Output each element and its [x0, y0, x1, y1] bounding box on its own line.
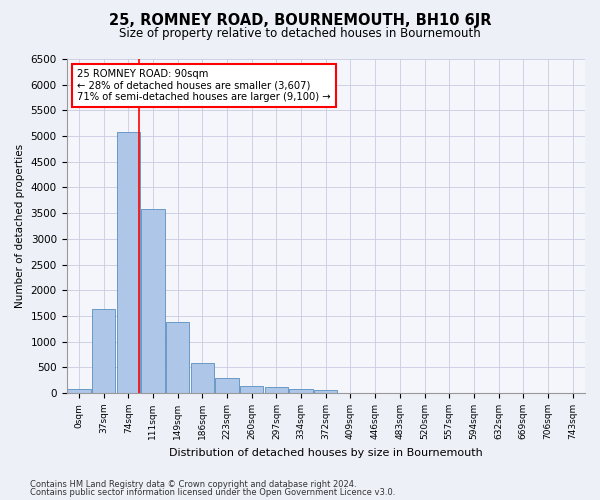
Bar: [314, 390, 337, 393]
Y-axis label: Number of detached properties: Number of detached properties: [15, 144, 25, 308]
Bar: [67, 389, 91, 393]
Text: Size of property relative to detached houses in Bournemouth: Size of property relative to detached ho…: [119, 28, 481, 40]
Text: Contains HM Land Registry data © Crown copyright and database right 2024.: Contains HM Land Registry data © Crown c…: [30, 480, 356, 489]
Bar: [265, 388, 288, 393]
Bar: [116, 132, 140, 393]
Text: 25, ROMNEY ROAD, BOURNEMOUTH, BH10 6JR: 25, ROMNEY ROAD, BOURNEMOUTH, BH10 6JR: [109, 12, 491, 28]
Bar: [166, 322, 190, 393]
Bar: [289, 389, 313, 393]
Bar: [191, 362, 214, 393]
Text: 25 ROMNEY ROAD: 90sqm
← 28% of detached houses are smaller (3,607)
71% of semi-d: 25 ROMNEY ROAD: 90sqm ← 28% of detached …: [77, 69, 331, 102]
Bar: [215, 378, 239, 393]
Bar: [92, 310, 115, 393]
Text: Contains public sector information licensed under the Open Government Licence v3: Contains public sector information licen…: [30, 488, 395, 497]
X-axis label: Distribution of detached houses by size in Bournemouth: Distribution of detached houses by size …: [169, 448, 482, 458]
Bar: [141, 209, 164, 393]
Bar: [240, 386, 263, 393]
